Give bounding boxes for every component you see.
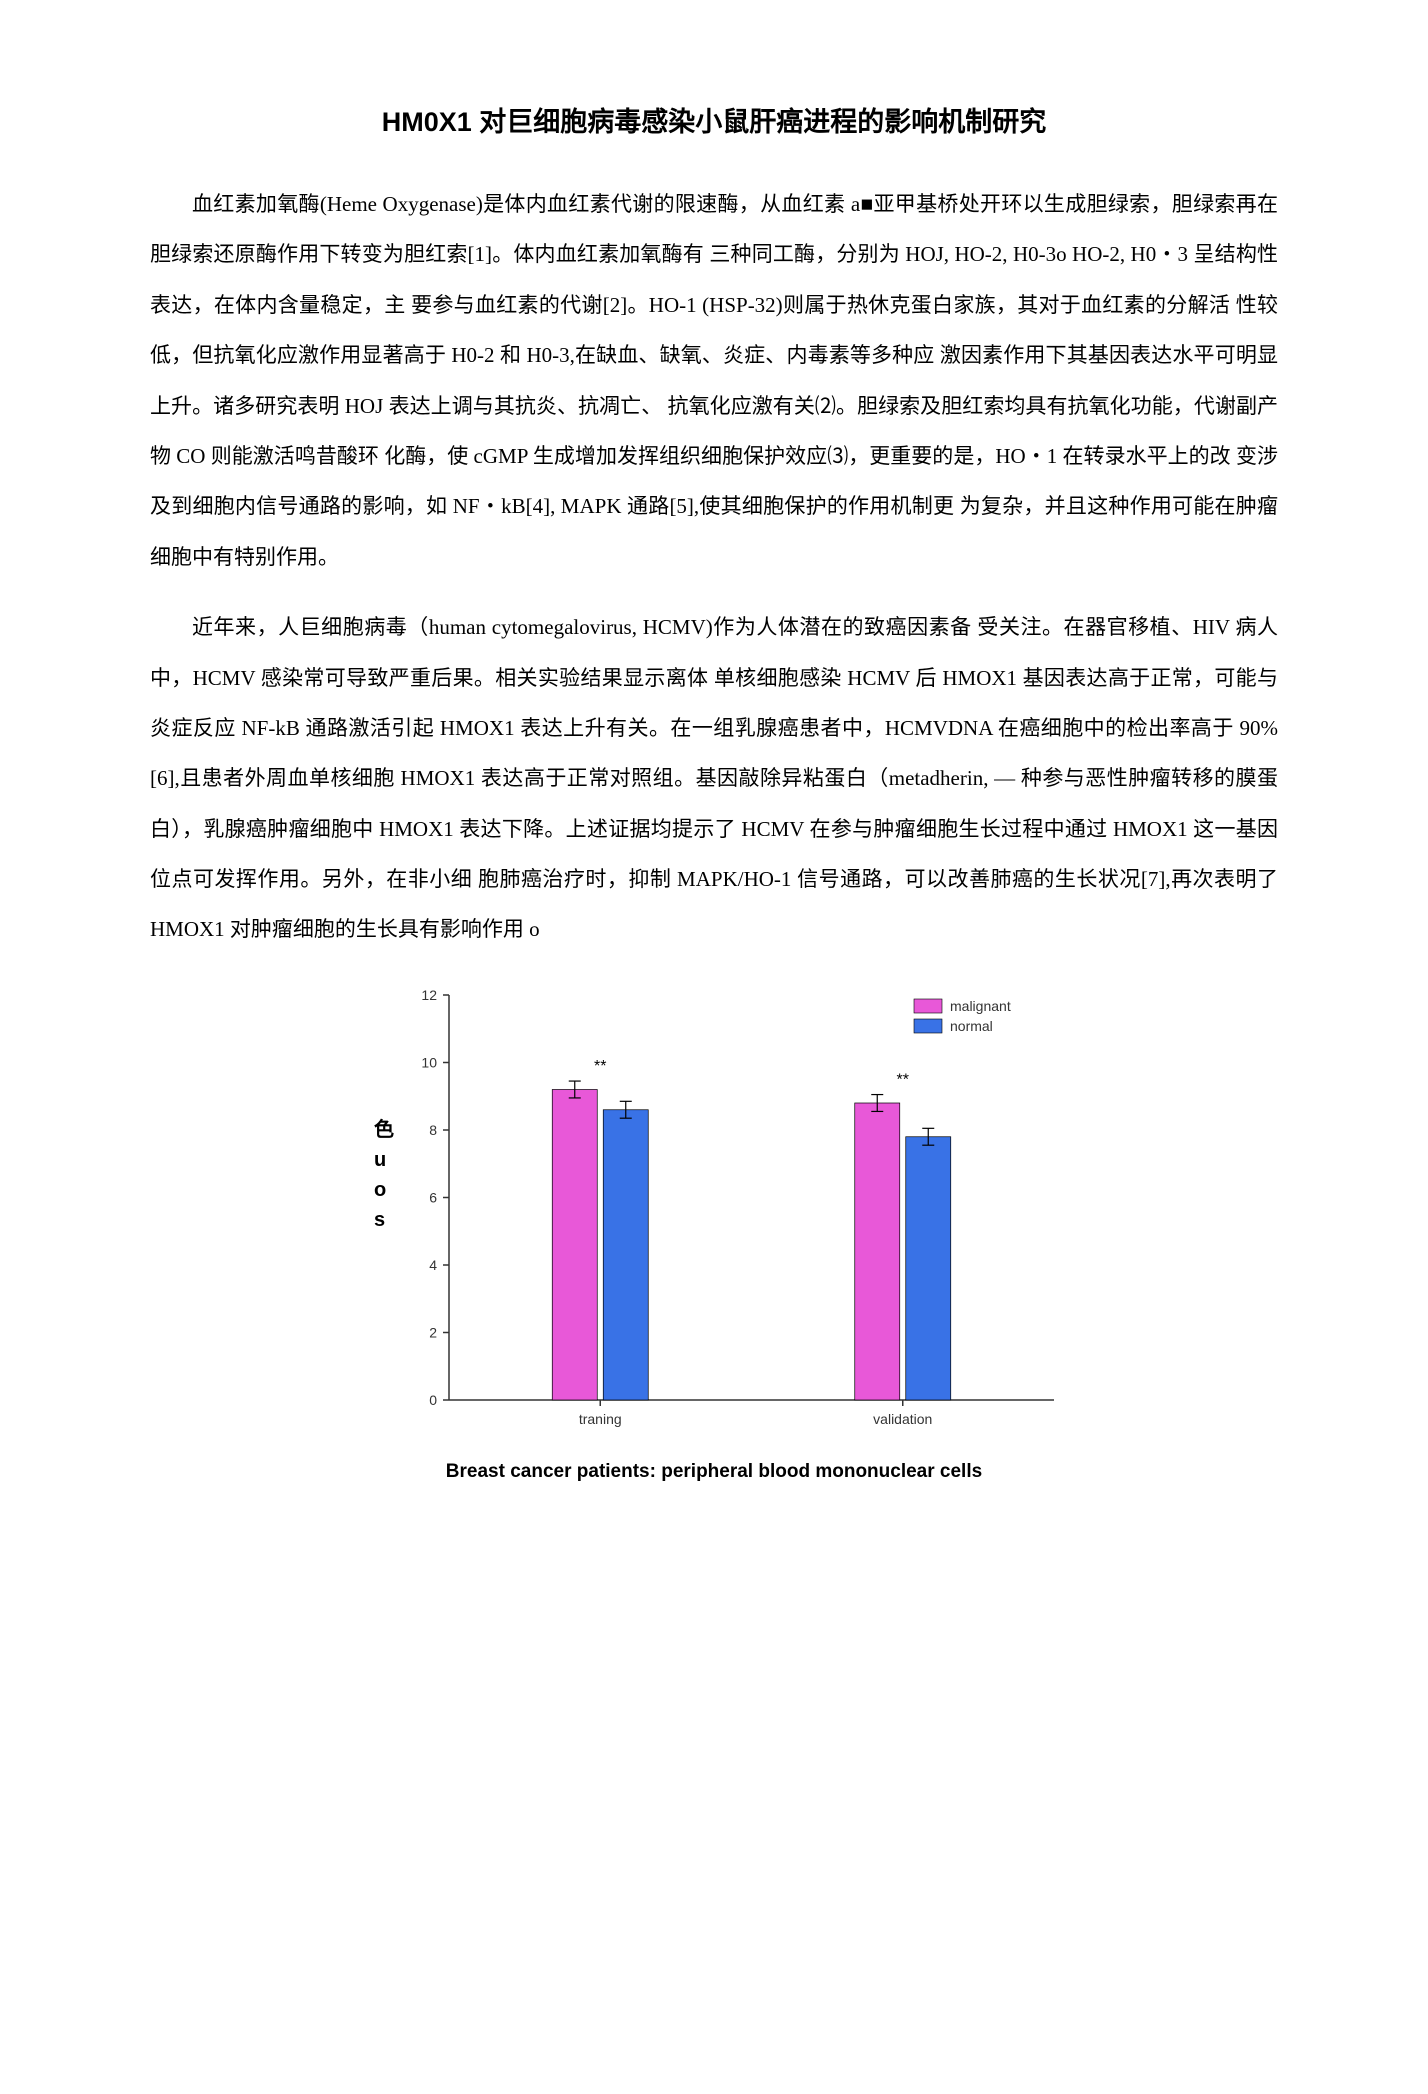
- paragraph-2: 近年来，人巨细胞病毒（human cytomegalovirus, HCMV)作…: [150, 602, 1278, 955]
- page-title: HM0X1 对巨细胞病毒感染小鼠肝癌进程的影响机制研究: [150, 100, 1278, 139]
- svg-text:8: 8: [429, 1122, 437, 1138]
- svg-text:4: 4: [429, 1257, 437, 1273]
- svg-text:10: 10: [421, 1054, 437, 1070]
- paragraph-1: 血红素加氧酶(Heme Oxygenase)是体内血红素代谢的限速酶，从血红素 …: [150, 179, 1278, 582]
- svg-text:**: **: [897, 1071, 909, 1088]
- svg-text:2: 2: [429, 1324, 437, 1340]
- bar-chart: 0 2 4 6 8 10 12 traning ** validation ** malignant n…: [354, 985, 1074, 1455]
- svg-text:12: 12: [421, 987, 437, 1003]
- svg-text:6: 6: [429, 1189, 437, 1205]
- y-axis-label-fragment: 色uos: [374, 1115, 394, 1235]
- chart-caption: Breast cancer patients: peripheral blood…: [354, 1461, 1074, 1483]
- svg-text:normal: normal: [950, 1018, 993, 1034]
- svg-text:**: **: [594, 1058, 606, 1075]
- svg-text:malignant: malignant: [950, 998, 1011, 1014]
- svg-text:0: 0: [429, 1392, 437, 1408]
- chart-container: 色uos 0 2 4 6 8 10 12 traning ** validation ** malig…: [354, 985, 1074, 1483]
- svg-text:validation: validation: [873, 1411, 932, 1427]
- svg-text:traning: traning: [579, 1411, 622, 1427]
